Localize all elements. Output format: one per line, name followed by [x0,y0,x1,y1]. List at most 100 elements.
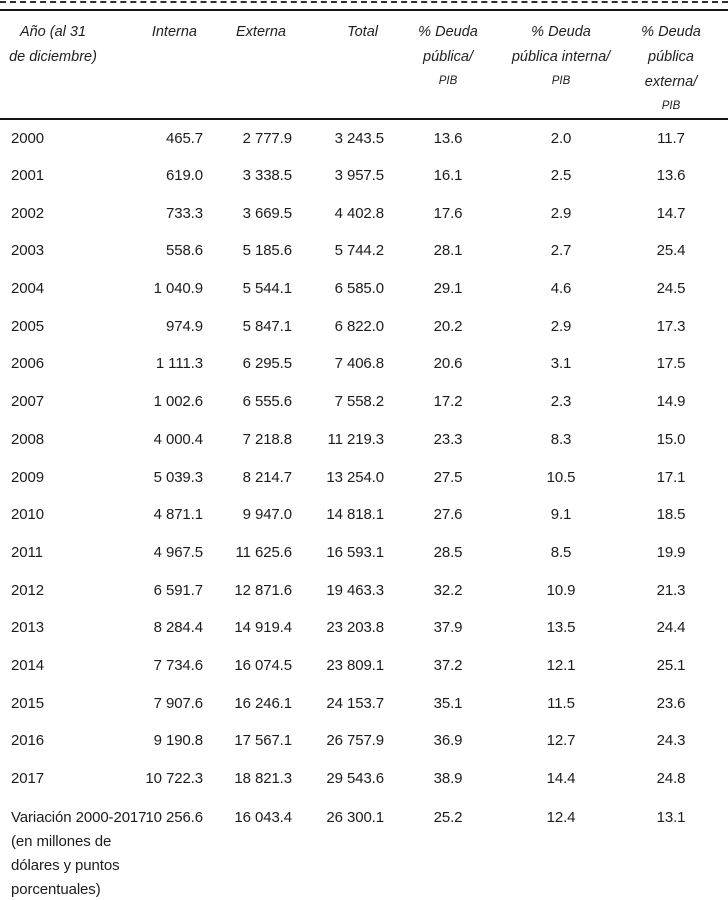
header-line: pública externa/ [644,49,698,90]
cell-value: 24.8 [656,770,686,788]
cell-value: 19 463.3 [326,581,384,599]
cell-value: 27.5 [433,468,463,486]
row-label: 2002 [11,204,44,222]
cell-value: 5 847.1 [242,317,292,335]
header-line: Externa [236,24,286,40]
cell-value: 2.9 [550,317,572,335]
cell-value: 24.3 [656,732,686,750]
header-line: Total [347,24,378,40]
cell-value: 14 818.1 [326,506,384,524]
cell-value: 21.3 [656,581,686,599]
cell-value: 18 821.3 [234,770,292,788]
cell-value: 17.2 [433,393,463,411]
cell-value: 25.4 [656,242,686,260]
cell-value: 26 757.9 [326,732,384,750]
table-row: 2004 1 040.9 5 544.1 6 585.0 29.1 4.6 24.5 [0,270,728,308]
cell-value: 7 734.6 [153,656,203,674]
cell-value: 5 039.3 [153,468,203,486]
cell-value: 16 074.5 [234,656,292,674]
header-line: pública interna/ [511,49,611,65]
header-line: % Deuda [418,24,478,40]
row-label: 2014 [11,656,44,674]
table-row: 2003 558.6 5 185.6 5 744.2 28.1 2.7 25.4 [0,232,728,270]
cell-value: 12.4 [546,809,576,827]
cell-value: 13 254.0 [326,468,384,486]
row-label: 2011 [11,543,43,561]
cell-value: 8.3 [550,430,572,448]
table-row: 2010 4 871.1 9 947.0 14 818.1 27.6 9.1 18.5 [0,496,728,534]
cell-value: 24.4 [656,619,686,637]
cell-value: 16 246.1 [234,694,292,712]
cell-value: 10.5 [546,468,576,486]
cell-value: 14.9 [656,393,686,411]
cell-value: 6 295.5 [242,355,292,373]
row-label: 2007 [11,393,44,411]
cell-value: 4 967.5 [153,543,203,561]
cell-value: 2.7 [550,242,572,260]
cell-value: 10 722.3 [145,770,203,788]
cell-value: 23.3 [433,430,463,448]
row-label: Variación 2000-2017 (en millones de dólare… [11,809,147,899]
cell-value: 17.1 [656,468,686,486]
row-label: 2001 [11,167,44,185]
cell-value: 8 284.4 [153,619,203,637]
cell-value: 23 203.8 [326,619,384,637]
cell-value: 10 256.6 [145,809,203,827]
cell-value: 8.5 [550,543,572,561]
header-line: de diciembre) [9,49,97,65]
cell-value: 7 907.6 [153,694,203,712]
row-label: 2009 [11,468,44,486]
cell-value: 5 744.2 [334,242,384,260]
cell-value: 2.3 [550,393,572,411]
cell-value: 26 300.1 [326,809,384,827]
cell-value: 7 218.8 [242,430,292,448]
cell-value: 28.5 [433,543,463,561]
table-row: 2009 5 039.3 8 214.7 13 254.0 27.5 10.5 17.1 [0,458,728,496]
header-subline: PIB [551,75,571,87]
row-label: 2005 [11,317,44,335]
public-debt-table: Año (al 31 de diciembre) Interna Externa… [0,11,728,900]
table-row: 2000 465.7 2 777.9 3 243.5 13.6 2.0 11.7 [0,119,728,157]
table-row: 2012 6 591.7 12 871.6 19 463.3 32.2 10.9 21.3 [0,571,728,609]
cell-value: 6 585.0 [334,280,384,298]
cell-value: 3 669.5 [242,204,292,222]
cell-value: 23.6 [656,694,686,712]
cell-value: 7 558.2 [334,393,384,411]
top-dashed-rule [0,1,728,3]
cell-value: 7 406.8 [334,355,384,373]
cell-value: 9 947.0 [242,506,292,524]
cell-value: 38.9 [433,770,463,788]
header-line: % Deuda [641,24,701,40]
cell-value: 16 043.4 [234,809,292,827]
column-header-total: Total [294,11,386,120]
cell-value: 6 822.0 [334,317,384,335]
table-row: 2016 9 190.8 17 567.1 26 757.9 36.9 12.7 24.3 [0,722,728,760]
cell-value: 12.7 [546,732,576,750]
table-row: 2011 4 967.5 11 625.6 16 593.1 28.5 8.5 19.9 [0,534,728,572]
cell-value: 558.6 [165,242,203,260]
header-line: pública/ [423,49,473,65]
cell-value: 2.0 [550,129,572,147]
column-header-year: Año (al 31 de diciembre) [0,11,140,120]
cell-value: 20.2 [433,317,463,335]
cell-value: 1 111.3 [155,355,203,373]
column-header-pct-deuda-externa: % Deuda pública externa/ PIB [632,11,728,120]
cell-value: 10.9 [546,581,576,599]
row-label: 2013 [11,619,44,637]
table-body: 2000 465.7 2 777.9 3 243.5 13.6 2.0 11.7 2001 61… [0,119,728,900]
cell-value: 19.9 [656,543,686,561]
header-subline: PIB [661,100,681,112]
cell-value: 6 555.6 [242,393,292,411]
cell-value: 619.0 [165,167,203,185]
cell-value: 25.1 [656,656,686,674]
cell-value: 9 190.8 [153,732,203,750]
cell-value: 14.7 [656,204,686,222]
table-row: 2007 1 002.6 6 555.6 7 558.2 17.2 2.3 14.9 [0,383,728,421]
cell-value: 37.9 [433,619,463,637]
cell-value: 9.1 [550,506,572,524]
cell-value: 29.1 [433,280,463,298]
column-header-interna: Interna [140,11,205,120]
cell-value: 17.6 [433,204,463,222]
cell-value: 16 593.1 [326,543,384,561]
